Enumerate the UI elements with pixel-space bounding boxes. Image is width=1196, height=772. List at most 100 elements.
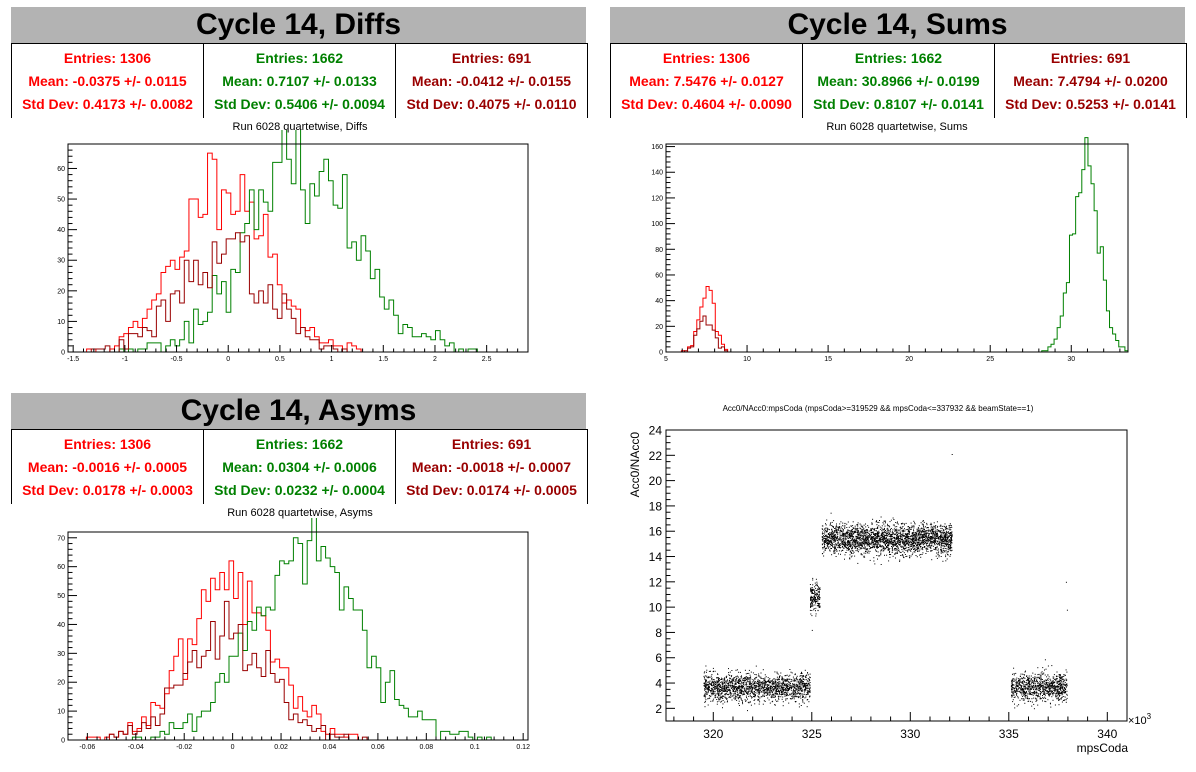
scatter-point <box>771 692 773 694</box>
scatter-point <box>757 690 759 692</box>
scatter-point <box>818 603 820 605</box>
scatter-point <box>716 693 718 695</box>
scatter-point <box>913 541 915 543</box>
scatter-point <box>895 539 897 540</box>
scatter-point <box>705 687 707 688</box>
scatter-point <box>857 537 859 539</box>
scatter-point <box>880 540 882 542</box>
scatter-point <box>871 537 873 539</box>
scatter-point <box>774 671 776 673</box>
scatter-point <box>796 696 798 698</box>
scatter-point <box>818 605 820 606</box>
mean-text: Mean: 0.0304 +/- 0.0006 <box>222 458 377 475</box>
scatter-point <box>825 524 827 526</box>
scatter-point <box>879 520 880 521</box>
scatter-point <box>749 683 751 684</box>
scatter-point <box>926 538 928 540</box>
scatter-point <box>754 684 756 686</box>
scatter-point <box>796 693 798 695</box>
scatter-point <box>1013 684 1015 686</box>
scatter-point <box>720 691 722 692</box>
scatter-point <box>938 536 940 538</box>
scatter-point <box>936 526 938 528</box>
scatter-point <box>929 524 931 526</box>
asyms-title: Cycle 14, Asyms <box>11 393 586 429</box>
scatter-point <box>831 541 833 543</box>
entries-text: Entries: 1306 <box>662 49 751 66</box>
scatter-point <box>932 531 933 533</box>
scatter-point <box>805 696 807 698</box>
scatter-point <box>1052 683 1054 685</box>
scatter-point <box>718 689 720 691</box>
scatter-point <box>743 681 745 683</box>
scatter-point <box>847 534 849 536</box>
scatter-point <box>940 535 941 537</box>
scatter-point <box>887 529 889 531</box>
scatter-point <box>921 523 923 525</box>
scatter-point <box>1049 683 1051 684</box>
scatter-point <box>852 546 854 548</box>
scatter-point <box>922 524 924 526</box>
scatter-point <box>751 684 753 686</box>
scatter-point <box>809 609 811 611</box>
scatter-point <box>853 532 855 534</box>
scatter-point <box>866 532 868 534</box>
scatter-point <box>750 678 752 680</box>
scatter-point <box>896 552 898 554</box>
scatter-point <box>919 539 921 541</box>
scatter-point <box>768 691 770 693</box>
asyms-stats-green: Entries: 1662 Mean: 0.0304 +/- 0.0006 St… <box>204 430 396 504</box>
scatter-point <box>746 692 748 694</box>
scatter-point <box>860 526 862 528</box>
scatter-point <box>843 543 845 545</box>
scatter-point <box>904 534 906 536</box>
scatter-point <box>751 688 753 690</box>
scatter-point <box>744 669 746 671</box>
scatter-point <box>864 547 866 549</box>
scatter-point <box>823 551 825 553</box>
scatter-point <box>897 538 899 540</box>
scatter-point <box>826 547 827 549</box>
scatter-point <box>720 693 722 695</box>
scatter-point <box>821 543 823 545</box>
scatter-point <box>742 691 744 693</box>
scatter-point <box>788 690 790 691</box>
scatter-point <box>703 675 705 677</box>
scatter-point <box>816 583 818 585</box>
scatter-point <box>863 543 865 545</box>
scatter-point <box>781 678 783 680</box>
scatter-point <box>838 544 840 545</box>
scatter-point <box>834 535 836 537</box>
scatter-point <box>742 678 744 680</box>
scatter-point <box>703 677 705 679</box>
scatter-point <box>863 536 864 538</box>
scatter-point <box>948 541 950 543</box>
scatter-point <box>944 536 946 538</box>
scatter-point <box>840 536 842 538</box>
scatter-point <box>736 681 738 683</box>
scatter-point <box>940 524 942 526</box>
scatter-point <box>794 678 796 680</box>
histogram-series-green <box>68 130 528 353</box>
scatter-point <box>914 533 915 535</box>
scatter-point <box>754 677 756 679</box>
scatter-point <box>842 541 844 543</box>
scatter-point <box>907 542 909 544</box>
scatter-point <box>829 524 831 526</box>
scatter-point <box>843 538 845 540</box>
scatter-point <box>705 681 707 682</box>
scatter-point <box>705 680 706 682</box>
scatter-point <box>784 689 786 691</box>
scatter-point <box>802 696 803 698</box>
scatter-point <box>885 547 887 549</box>
scatter-point <box>732 686 734 688</box>
scatter-point <box>942 538 944 540</box>
scatter-point <box>738 671 740 673</box>
scatter-point <box>814 597 816 599</box>
scatter-point <box>882 531 884 533</box>
scatter-point <box>753 680 755 682</box>
scatter-point <box>830 544 832 546</box>
scatter-point <box>807 687 809 689</box>
scatter-point <box>895 543 897 545</box>
